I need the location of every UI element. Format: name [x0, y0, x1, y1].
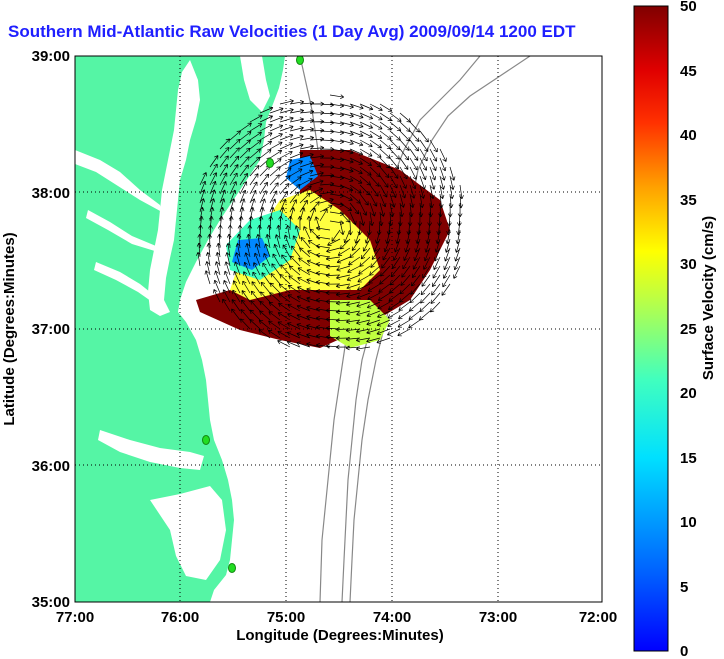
colorbar-tick-label: 0: [680, 643, 688, 659]
colorbar-gradient: [633, 5, 669, 652]
colorbar-tick-label: 30: [680, 256, 697, 273]
grid-lines: [75, 56, 602, 602]
y-axis-label: Latitude (Degrees:Minutes): [1, 232, 18, 425]
colorbar-tick-label: 40: [680, 127, 697, 144]
x-axis-label: Longitude (Degrees:Minutes): [236, 627, 444, 644]
station-marker: [228, 563, 236, 573]
river-rappahannock: [86, 210, 158, 252]
colorbar-tick-label: 50: [680, 0, 697, 15]
y-axis: 39:00 38:00 37:00 36:00 35:00 Latitude (…: [1, 48, 70, 611]
colorbar-tick-label: 20: [680, 385, 697, 402]
albemarle-sound: [98, 430, 204, 470]
map-title: Southern Mid-Atlantic Raw Velocities (1 …: [8, 22, 576, 41]
x-axis: 77:00 76:00 75:00 74:00 73:00 72:00 Long…: [56, 609, 617, 644]
velocity-arrows: [196, 94, 464, 352]
y-tick-label: 39:00: [32, 48, 70, 65]
velocity-field: [196, 150, 450, 348]
colorbar-label: Surface Velocity (cm/s): [700, 216, 717, 380]
colorbar-tick-label: 35: [680, 192, 697, 209]
colorbar: 50 45 40 35 30 25 20 15 10 5 0 Surface V…: [633, 0, 717, 659]
x-tick-label: 75:00: [267, 609, 305, 626]
x-tick-label: 72:00: [579, 609, 617, 626]
colorbar-tick-label: 25: [680, 321, 697, 338]
plot-frame: [74, 55, 603, 603]
x-tick-label: 77:00: [56, 609, 94, 626]
colorbar-ticks: 50 45 40 35 30 25 20 15 10 5 0: [680, 0, 697, 659]
x-tick-label: 73:00: [479, 609, 517, 626]
hf-radar-stations: [202, 56, 304, 573]
arrow-glyphs: [196, 94, 464, 352]
chesapeake-bay: [148, 60, 200, 316]
colorbar-tick-label: 5: [680, 579, 688, 596]
colorbar-tick-label: 45: [680, 63, 697, 80]
x-tick-label: 74:00: [373, 609, 411, 626]
delaware-bay: [240, 56, 270, 112]
pamlico-sound: [150, 486, 226, 580]
y-tick-label: 37:00: [32, 321, 70, 338]
river-york-james: [94, 262, 160, 306]
x-tick-label: 76:00: [161, 609, 199, 626]
station-marker: [266, 158, 274, 168]
y-tick-label: 35:00: [32, 594, 70, 611]
river-potomac: [75, 150, 162, 212]
y-tick-label: 38:00: [32, 185, 70, 202]
station-marker: [296, 56, 304, 65]
y-tick-label: 36:00: [32, 458, 70, 475]
colorbar-tick-label: 10: [680, 514, 697, 531]
colorbar-tick-label: 15: [680, 450, 697, 467]
station-marker: [202, 435, 210, 445]
